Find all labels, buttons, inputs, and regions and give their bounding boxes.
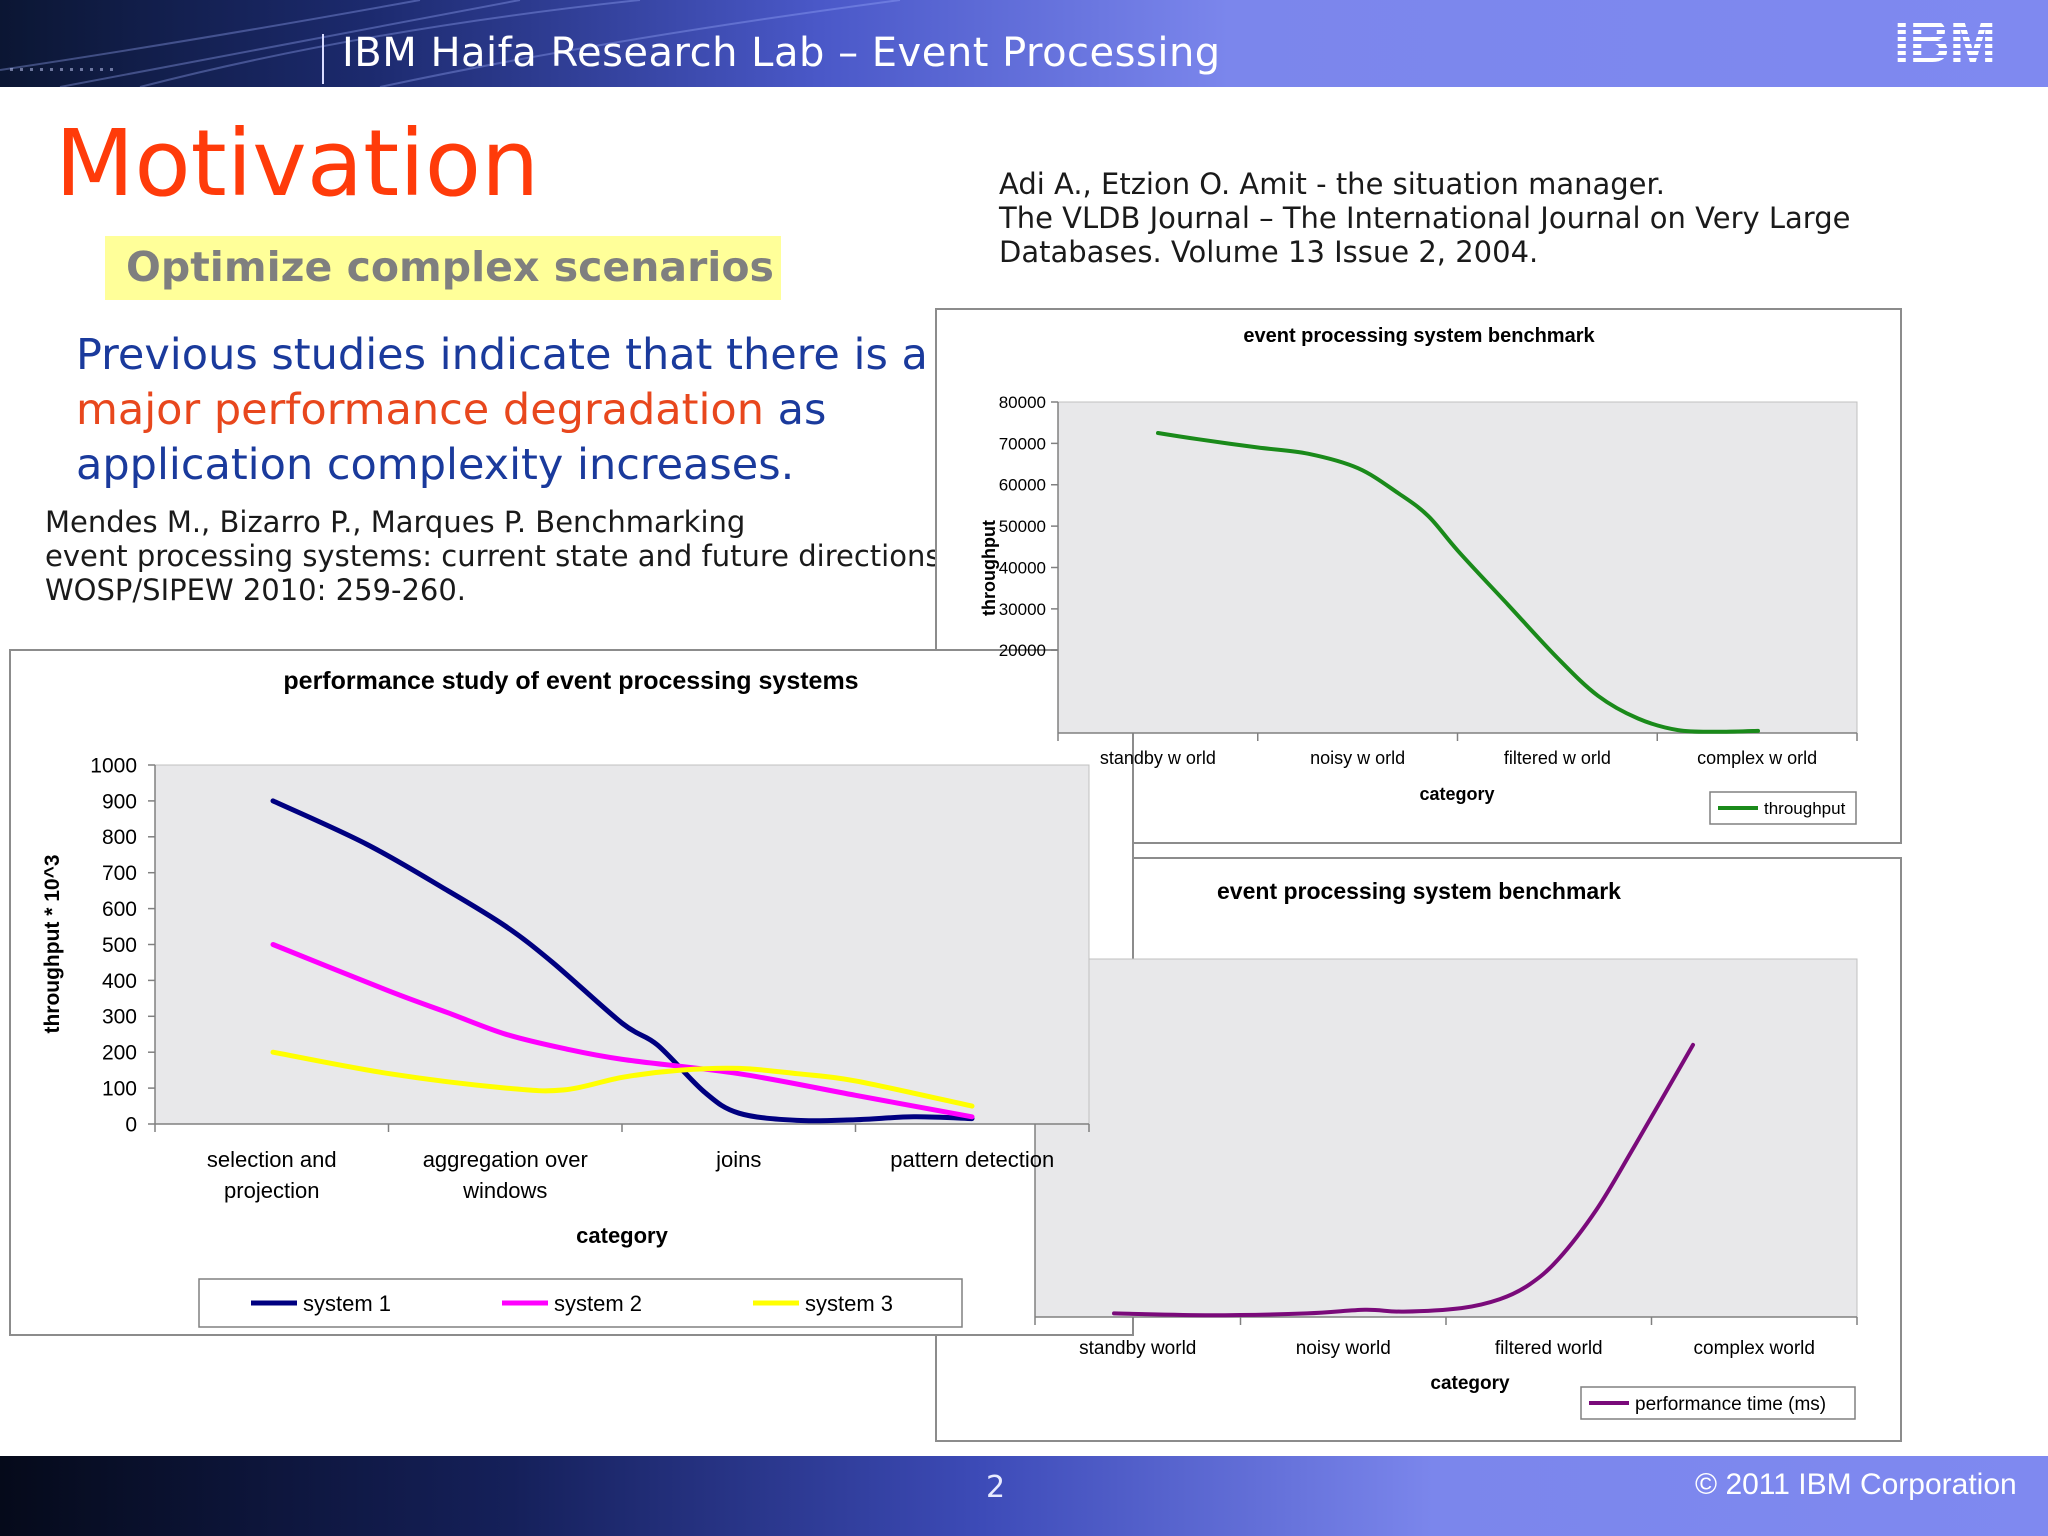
x-axis-label: category bbox=[1430, 1373, 1510, 1394]
y-tick-label: 900 bbox=[102, 790, 137, 813]
y-tick-label: 400 bbox=[102, 970, 137, 993]
x-tick-label: selection and bbox=[207, 1147, 337, 1172]
x-axis-label: category bbox=[1419, 784, 1494, 804]
chart-throughput: event processing system benchmark 80000 70… bbox=[979, 325, 1858, 825]
y-axis-label: throughput bbox=[979, 520, 999, 616]
y-tick-label: 50000 bbox=[999, 517, 1046, 536]
x-tick-label: complex world bbox=[1694, 1338, 1815, 1359]
y-tick-label: 500 bbox=[102, 934, 137, 957]
highlight-text: Optimize complex scenarios bbox=[126, 243, 774, 291]
copyright: © 2011 IBM Corporation bbox=[1695, 1468, 2017, 1501]
y-tick-label: 20000 bbox=[999, 641, 1046, 660]
y-tick-label: 600 bbox=[102, 898, 137, 921]
highlight-box bbox=[105, 236, 781, 300]
chart-performance-study: performance study of event processing sy… bbox=[41, 667, 1090, 1328]
reference-mendes: Mendes M., Bizarro P., Marques P. Benchm… bbox=[45, 505, 950, 607]
legend-label: throughput bbox=[1764, 799, 1846, 818]
header-title: IBM Haifa Research Lab – Event Processin… bbox=[342, 30, 1221, 76]
legend-label: system 2 bbox=[554, 1291, 642, 1316]
statement-part-2: as application complexity increases. bbox=[76, 385, 827, 490]
x-axis-label: category bbox=[576, 1223, 668, 1248]
legend-box bbox=[198, 1278, 963, 1328]
legend-label: system 1 bbox=[303, 1291, 391, 1316]
x-tick-label: pattern detection bbox=[890, 1147, 1054, 1172]
x-tick-label: projection bbox=[224, 1178, 319, 1203]
page-number: 2 bbox=[986, 1470, 1006, 1505]
statement-part-1: Previous studies indicate that there is … bbox=[76, 330, 928, 380]
chart-performance-time: event processing system benchmark standby… bbox=[1034, 878, 1858, 1420]
statement-emphasis: major performance degradation bbox=[76, 385, 764, 435]
reference-line: event processing systems: current state … bbox=[45, 539, 950, 573]
y-tick-label: 60000 bbox=[999, 476, 1046, 495]
y-tick-label: 0 bbox=[125, 1113, 137, 1136]
series-line bbox=[270, 942, 975, 1120]
x-tick-label: standby world bbox=[1079, 1338, 1196, 1359]
x-tick-label: noisy world bbox=[1296, 1338, 1391, 1359]
series-line bbox=[270, 1049, 975, 1109]
x-tick-label: joins bbox=[715, 1147, 761, 1172]
y-tick-label: 700 bbox=[102, 862, 137, 885]
y-tick-label: 300 bbox=[102, 1006, 137, 1029]
x-tick-label: aggregation over bbox=[423, 1147, 588, 1172]
header-bar bbox=[0, 0, 2048, 87]
reference-adi: Adi A., Etzion O. Amit - the situation m… bbox=[999, 167, 1850, 269]
x-tick-label: standby w orld bbox=[1100, 748, 1216, 768]
x-tick-label: noisy w orld bbox=[1310, 748, 1405, 768]
y-tick-label: 30000 bbox=[999, 600, 1046, 619]
reference-line: The VLDB Journal – The International Jou… bbox=[999, 201, 1851, 235]
reference-line: Databases. Volume 13 Issue 2, 2004. bbox=[999, 235, 1539, 269]
main-statement: Previous studies indicate that there is … bbox=[76, 328, 936, 493]
footer-bar bbox=[0, 1456, 2048, 1536]
series-line bbox=[270, 798, 975, 1124]
reference-line: WOSP/SIPEW 2010: 259-260. bbox=[45, 573, 467, 607]
x-tick-label: complex w orld bbox=[1697, 748, 1817, 768]
chart-title: performance study of event processing sy… bbox=[283, 667, 858, 695]
series-line bbox=[1112, 1042, 1695, 1318]
x-tick-label: filtered world bbox=[1495, 1338, 1603, 1359]
y-tick-label: 200 bbox=[102, 1042, 137, 1065]
header-separator bbox=[322, 34, 324, 84]
y-tick-label: 80000 bbox=[999, 393, 1046, 412]
y-axis-label: throughput * 10^3 bbox=[41, 854, 64, 1033]
y-tick-label: 100 bbox=[102, 1077, 137, 1100]
chart-title: event processing system benchmark bbox=[1217, 878, 1621, 904]
slide-title: Motivation bbox=[55, 110, 540, 217]
legend-label: system 3 bbox=[805, 1291, 893, 1316]
reference-line: Adi A., Etzion O. Amit - the situation m… bbox=[999, 167, 1665, 201]
header-decoration bbox=[0, 0, 901, 87]
x-tick-label: windows bbox=[462, 1178, 547, 1203]
plot-area bbox=[154, 764, 1090, 1125]
plot-area bbox=[1034, 958, 1858, 1318]
y-tick-label: 1000 bbox=[90, 754, 137, 777]
plot-area bbox=[1057, 401, 1858, 734]
legend-label: performance time (ms) bbox=[1635, 1394, 1826, 1415]
reference-line: Mendes M., Bizarro P., Marques P. Benchm… bbox=[45, 505, 746, 539]
y-tick-label: 800 bbox=[102, 826, 137, 849]
x-tick-label: filtered w orld bbox=[1504, 748, 1611, 768]
ibm-logo: IBM bbox=[1892, 12, 1998, 70]
y-tick-label: 70000 bbox=[999, 434, 1046, 453]
y-tick-label: 40000 bbox=[999, 558, 1046, 577]
series-line bbox=[1156, 431, 1760, 734]
chart-title: event processing system benchmark bbox=[1243, 325, 1595, 347]
